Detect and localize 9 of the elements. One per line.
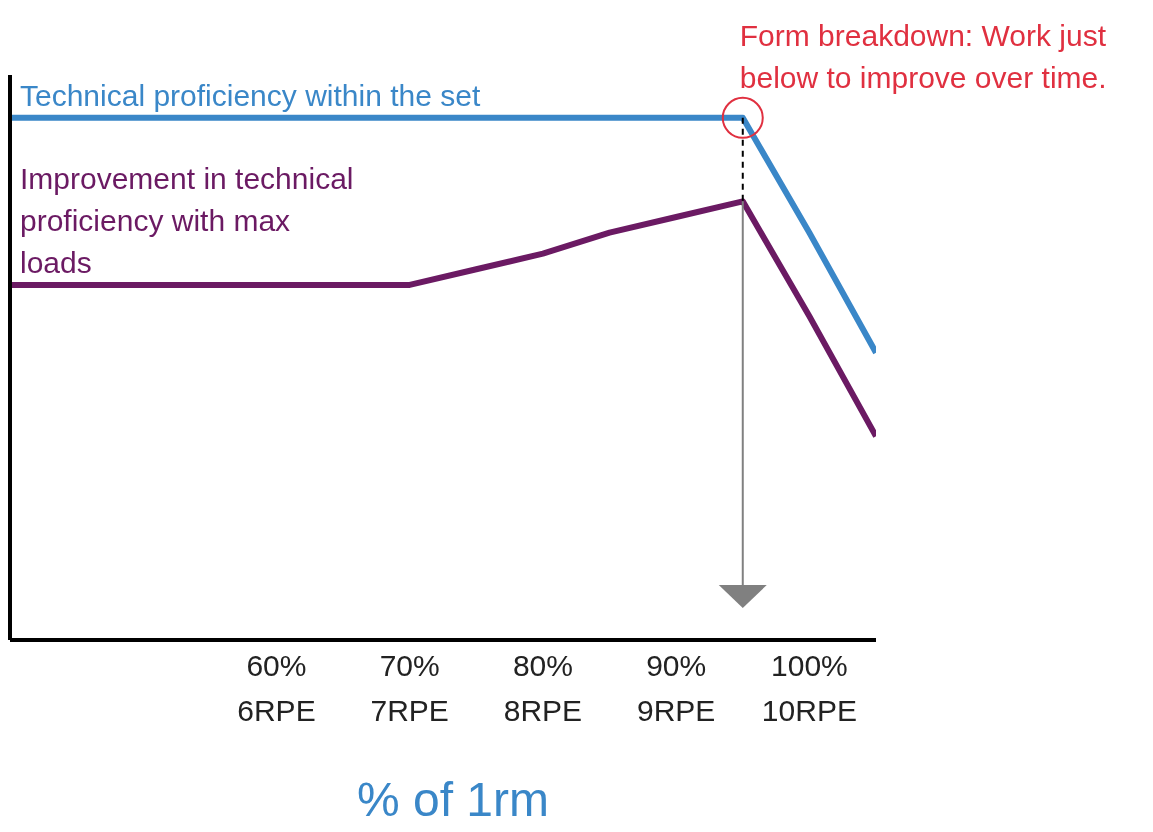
x-axis-title: % of 1rm [356,773,550,826]
series-label: Technical proficiency within the set [20,78,481,112]
text: Form breakdown: Work just below to improve over time. [739,19,1107,94]
x-tick-label: 60% 6RPE [237,649,316,727]
series-label: Improvement in technical proficiency with max loads [20,161,354,279]
x-tick-label: 70% 7RPE [370,649,449,727]
x-tick-label: 80% 8RPE [503,649,583,727]
x-tick-label: 90% 9RPE [636,649,716,727]
x-tick-label: 100% 10RPE [761,649,857,727]
